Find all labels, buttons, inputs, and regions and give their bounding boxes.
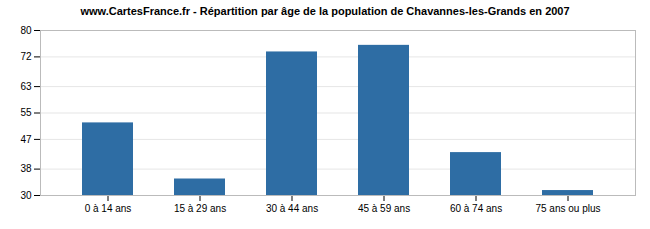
svg-text:38: 38 bbox=[20, 163, 32, 174]
svg-text:75 ans ou plus: 75 ans ou plus bbox=[535, 203, 600, 214]
html-text:www.CartesFrance.fr - Répartit: www.CartesFrance.fr - Répartition par âg… bbox=[80, 5, 570, 17]
svg-text:55: 55 bbox=[20, 107, 32, 118]
svg-text:30 à 44 ans: 30 à 44 ans bbox=[266, 203, 318, 214]
svg-text:47: 47 bbox=[20, 134, 32, 145]
svg-text:72: 72 bbox=[20, 51, 32, 62]
svg-text:0 à 14 ans: 0 à 14 ans bbox=[85, 203, 132, 214]
svg-text:45 à 59 ans: 45 à 59 ans bbox=[358, 203, 410, 214]
svg-text:63: 63 bbox=[20, 81, 32, 92]
svg-text:80: 80 bbox=[20, 25, 32, 36]
svg-text:15 à 29 ans: 15 à 29 ans bbox=[174, 203, 226, 214]
svg-text:60 à 74 ans: 60 à 74 ans bbox=[450, 203, 502, 214]
svg-text:30: 30 bbox=[20, 190, 32, 201]
